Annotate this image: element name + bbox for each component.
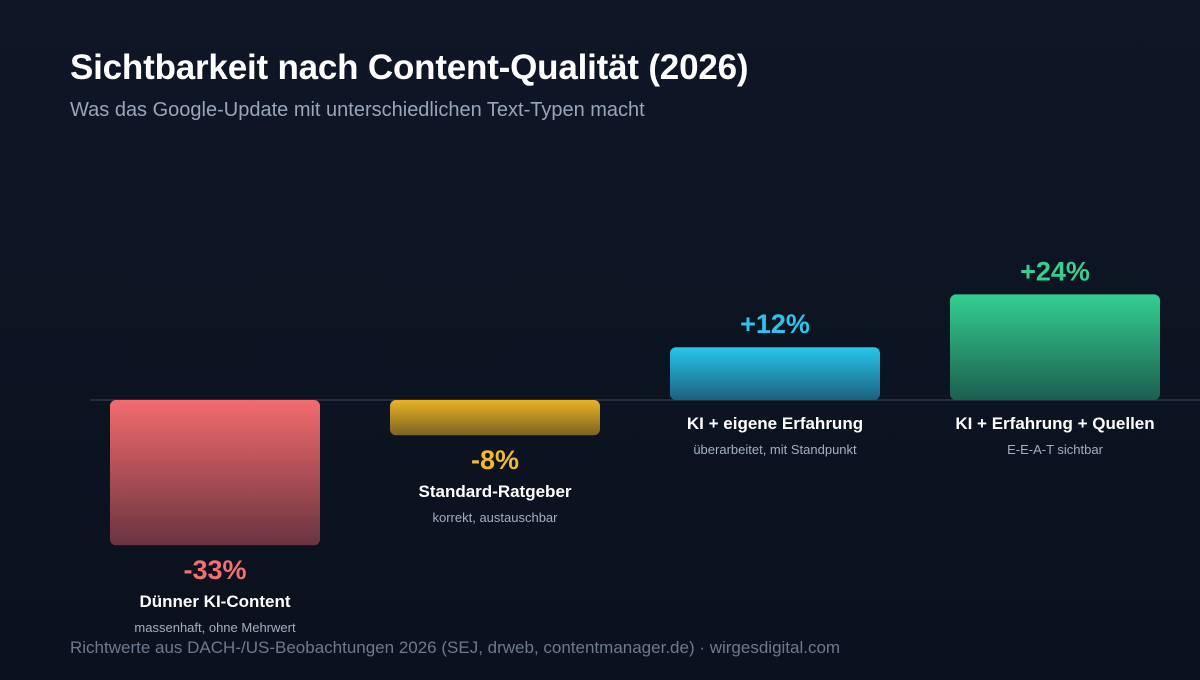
chart-title: Sichtbarkeit nach Content-Qualität (2026… [70, 48, 749, 87]
value-label-2: -8% [471, 445, 519, 475]
category-label-4: KI + Erfahrung + Quellen [955, 414, 1154, 433]
source-footer: Richtwerte aus DACH-/US-Beobachtungen 20… [70, 638, 841, 657]
chart-subtitle: Was das Google-Update mit unterschiedlic… [70, 99, 645, 121]
category-label-1: Dünner KI-Content [139, 592, 290, 611]
bar-2 [390, 400, 600, 436]
category-description-1: massenhaft, ohne Mehrwert [134, 620, 296, 635]
category-description-2: korrekt, austauschbar [432, 510, 558, 525]
category-description-4: E-E-A-T sichtbar [1007, 442, 1104, 457]
bars-group [110, 294, 1160, 546]
value-label-3: +12% [740, 309, 810, 339]
value-label-4: +24% [1020, 256, 1090, 286]
category-label-3: KI + eigene Erfahrung [687, 414, 863, 433]
labels-group: -33% Dünner KI-Content massenhaft, ohne Me… [134, 256, 1154, 635]
category-description-3: überarbeitet, mit Standpunkt [693, 442, 857, 457]
bar-1 [110, 400, 320, 546]
bar-3 [670, 347, 880, 400]
value-label-1: -33% [183, 555, 246, 585]
category-label-2: Standard-Ratgeber [418, 482, 571, 501]
bar-4 [950, 294, 1160, 400]
